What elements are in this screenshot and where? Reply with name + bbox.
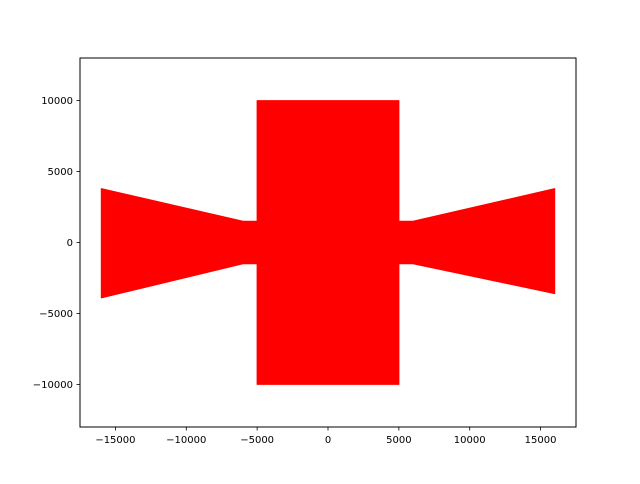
y-tick-label: −10000 (33, 380, 73, 391)
y-tick-label: 10000 (41, 96, 73, 107)
x-tick-label: 10000 (454, 435, 486, 446)
central-block-region (256, 100, 400, 385)
x-tick-label: 5000 (386, 435, 411, 446)
y-axis: −10000 −5000 0 5000 10000 (33, 96, 80, 391)
y-tick-label: 0 (67, 238, 73, 249)
x-tick-label: 0 (325, 435, 331, 446)
left-fan-region (100, 188, 258, 299)
right-fan-region (398, 188, 556, 295)
y-tick-label: 5000 (48, 167, 73, 178)
x-tick-label: −15000 (95, 435, 135, 446)
x-tick-label: 15000 (525, 435, 557, 446)
x-tick-label: −5000 (240, 435, 274, 446)
y-tick-label: −5000 (39, 309, 73, 320)
x-axis: −15000 −10000 −5000 0 5000 10000 15000 (95, 427, 556, 446)
data-marks (100, 100, 556, 385)
x-tick-label: −10000 (166, 435, 206, 446)
